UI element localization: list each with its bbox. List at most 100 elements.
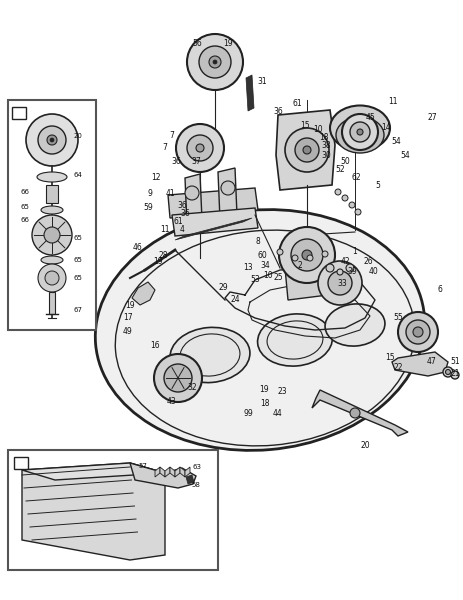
Ellipse shape (170, 328, 250, 383)
Text: 6: 6 (437, 286, 442, 295)
Circle shape (175, 124, 224, 172)
Text: 67: 67 (73, 307, 82, 313)
Text: 25: 25 (273, 274, 282, 283)
Text: 14: 14 (381, 124, 390, 133)
Circle shape (163, 364, 192, 392)
Circle shape (341, 195, 347, 201)
Text: 2: 2 (297, 260, 302, 269)
Text: 62: 62 (350, 173, 360, 182)
Text: 20: 20 (74, 133, 82, 139)
Circle shape (301, 250, 311, 260)
Polygon shape (22, 463, 165, 480)
Polygon shape (165, 467, 169, 477)
Circle shape (327, 271, 351, 295)
Circle shape (336, 269, 342, 275)
Ellipse shape (329, 106, 389, 151)
Text: 10: 10 (313, 125, 322, 134)
Circle shape (195, 144, 204, 152)
Circle shape (334, 189, 340, 195)
Polygon shape (245, 75, 253, 111)
Text: 26: 26 (363, 257, 372, 266)
Text: 12: 12 (151, 173, 160, 182)
Text: 13: 13 (243, 263, 252, 272)
Text: 42: 42 (339, 257, 349, 266)
Text: 10: 10 (263, 271, 272, 280)
Circle shape (450, 371, 458, 379)
Text: 33: 33 (337, 278, 346, 287)
Text: 54: 54 (390, 137, 400, 146)
Text: 36: 36 (180, 209, 189, 218)
Text: 7: 7 (169, 130, 174, 139)
Circle shape (38, 264, 66, 292)
Text: 15: 15 (384, 353, 394, 362)
Text: 1: 1 (15, 108, 21, 118)
Polygon shape (169, 467, 175, 477)
Text: 30: 30 (320, 151, 330, 160)
Bar (8, 100, 96, 330)
Text: 65: 65 (74, 275, 82, 281)
Text: 24: 24 (230, 295, 239, 304)
Text: 50: 50 (339, 157, 349, 166)
Text: 61: 61 (292, 98, 301, 107)
Text: 36: 36 (177, 200, 187, 209)
Circle shape (302, 146, 310, 154)
Text: 3: 3 (17, 457, 23, 467)
Polygon shape (22, 463, 165, 560)
Polygon shape (131, 282, 155, 305)
Ellipse shape (41, 256, 63, 264)
Circle shape (187, 34, 243, 90)
Text: 65: 65 (74, 257, 82, 263)
Text: 29: 29 (218, 283, 227, 292)
Circle shape (26, 114, 78, 166)
Text: 18: 18 (260, 400, 269, 409)
Text: 19: 19 (259, 385, 268, 395)
Ellipse shape (335, 117, 383, 153)
Circle shape (187, 135, 213, 161)
Text: 20: 20 (359, 440, 369, 449)
Text: 65: 65 (74, 235, 82, 241)
Text: 56: 56 (192, 38, 201, 47)
Bar (49, 292, 55, 314)
Text: 31: 31 (257, 77, 266, 86)
Text: 11: 11 (160, 226, 169, 235)
Circle shape (290, 239, 322, 271)
Text: 19: 19 (153, 257, 163, 266)
Text: 34: 34 (260, 260, 269, 269)
Text: 44: 44 (273, 409, 282, 419)
Text: 51: 51 (449, 358, 459, 367)
Circle shape (50, 138, 54, 142)
Circle shape (412, 327, 422, 337)
Text: 43: 43 (167, 397, 176, 407)
Circle shape (349, 122, 369, 142)
Polygon shape (185, 174, 201, 225)
Text: 53: 53 (250, 275, 259, 284)
Text: 55: 55 (392, 313, 402, 323)
Text: 40: 40 (369, 268, 378, 277)
Text: 66: 66 (20, 189, 30, 195)
Text: 19: 19 (125, 301, 135, 310)
Text: 19: 19 (223, 38, 232, 47)
Circle shape (154, 354, 201, 402)
Text: 46: 46 (133, 244, 143, 253)
Circle shape (185, 186, 199, 200)
Bar (14, 457, 28, 469)
Text: 36: 36 (171, 157, 181, 166)
Polygon shape (391, 352, 447, 376)
Ellipse shape (95, 209, 424, 451)
Text: 18: 18 (319, 133, 328, 142)
Text: 16: 16 (150, 340, 159, 349)
Text: 60: 60 (257, 251, 266, 259)
Circle shape (307, 255, 313, 261)
Circle shape (325, 264, 333, 272)
Ellipse shape (37, 172, 67, 182)
Text: 57: 57 (138, 463, 147, 469)
Text: 49: 49 (123, 328, 132, 337)
Circle shape (348, 202, 354, 208)
Text: 47: 47 (426, 358, 436, 367)
Text: 37: 37 (191, 157, 200, 166)
Circle shape (213, 60, 217, 64)
Bar (12, 107, 26, 119)
Polygon shape (180, 467, 185, 477)
Polygon shape (186, 475, 194, 484)
Circle shape (345, 264, 353, 272)
